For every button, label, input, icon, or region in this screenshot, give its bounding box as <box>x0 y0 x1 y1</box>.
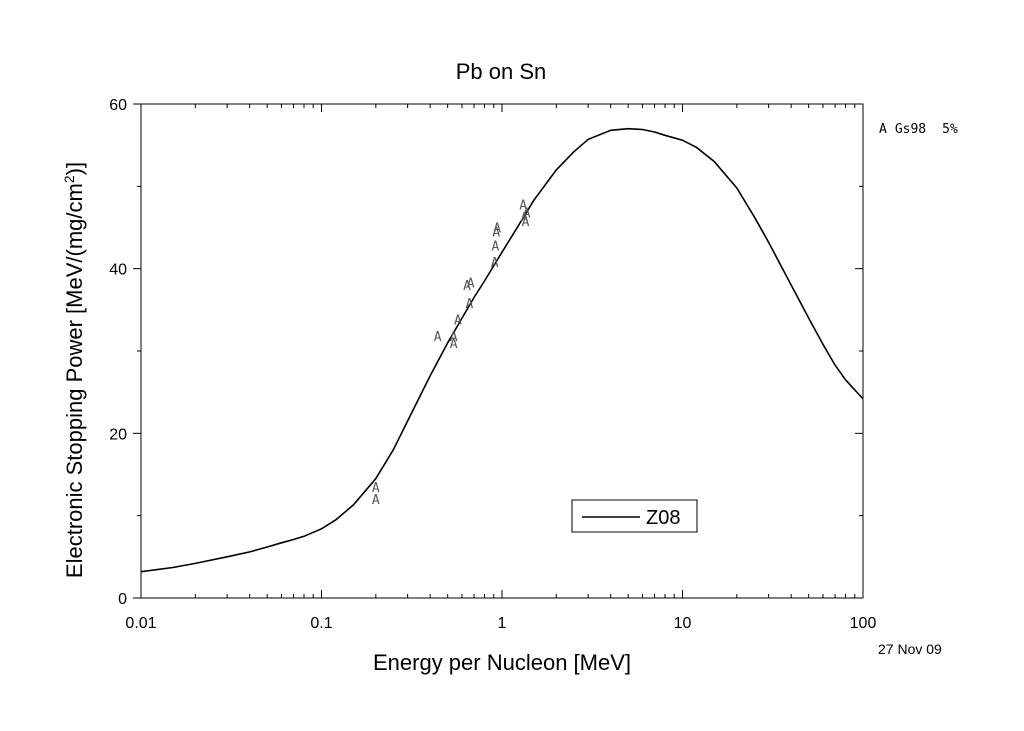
gs98-point: A <box>463 279 471 294</box>
legend-box <box>571 499 698 533</box>
x-tick-label: 10 <box>674 615 692 632</box>
gs98-point: A <box>450 337 458 352</box>
gs98-point: A <box>523 207 531 222</box>
date-stamp: 27 Nov 09 <box>878 641 942 657</box>
gs98-point: A <box>492 226 500 241</box>
chart-title: Pb on Sn <box>456 59 547 84</box>
gs98-point: A <box>372 493 380 508</box>
gs98-point: A <box>493 222 501 237</box>
y-tick-label: 0 <box>118 591 127 608</box>
y-axis-label-superscript: 2 <box>61 175 77 183</box>
y-tick-label: 60 <box>109 97 127 114</box>
gs98-point: A <box>491 256 499 271</box>
side-note-error: 5% <box>942 122 958 137</box>
axis-tick-labels: 0.01 0.1 1 10 100 0 20 40 60 <box>109 97 876 632</box>
x-axis-label: Energy per Nucleon [MeV] <box>373 650 631 675</box>
gs98-point: A <box>450 330 458 345</box>
side-note-marker: A <box>879 122 887 137</box>
y-tick-label: 20 <box>109 426 127 443</box>
plot-frame <box>140 103 864 599</box>
z08-curve <box>140 127 864 573</box>
x-tick-label: 0.01 <box>125 615 156 632</box>
side-note-name: Gs98 <box>895 122 926 137</box>
y-axis-label-main: Electronic Stopping Power [MeV/(mg/cm <box>62 183 87 578</box>
y-axis-label: Electronic Stopping Power [MeV/(mg/cm2)] <box>61 162 87 578</box>
x-tick-label: 100 <box>850 615 877 632</box>
x-tick-label: 1 <box>498 615 507 632</box>
axis-ticks <box>133 103 864 599</box>
gs98-point: A <box>520 211 528 226</box>
y-axis-label-tail: )] <box>62 162 87 175</box>
gs98-point: A <box>454 314 462 329</box>
gs98-point: A <box>467 277 475 292</box>
legend: Z08 <box>571 499 698 533</box>
gs98-point: A <box>434 330 442 345</box>
gs98-point: A <box>519 198 527 213</box>
legend-label-z08: Z08 <box>646 507 680 529</box>
gs98-point: A <box>372 481 380 496</box>
x-tick-label: 0.1 <box>310 615 332 632</box>
gs98-point: A <box>492 240 500 255</box>
y-tick-label: 40 <box>109 262 127 279</box>
gs98-point: A <box>522 215 530 230</box>
gs98-point: A <box>466 297 474 312</box>
gs98-source-note: A Gs98 5% <box>879 122 958 137</box>
